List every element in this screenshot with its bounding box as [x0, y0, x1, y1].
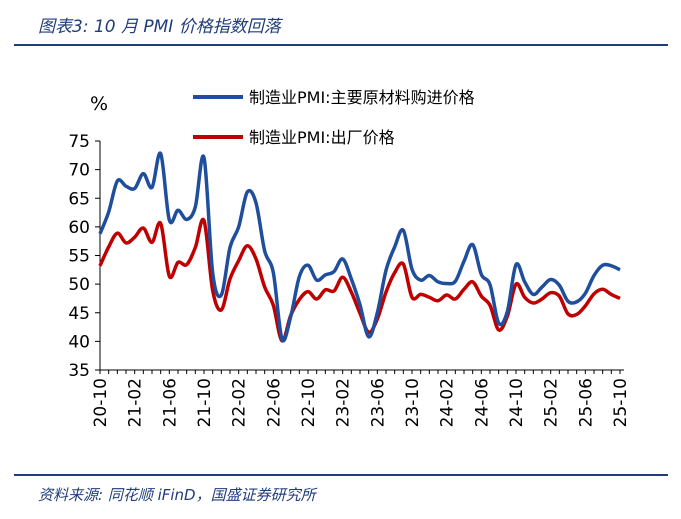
x-tick-label: 21-06	[160, 378, 180, 427]
x-tick-label: 24-06	[472, 378, 492, 427]
y-tick-label: 65	[68, 189, 90, 209]
x-tick-label: 24-02	[438, 378, 458, 427]
x-tick-label: 23-10	[403, 378, 423, 427]
legend-label-input-price: 制造业PMI:主要原材料购进价格	[249, 88, 475, 107]
x-tick-label: 21-10	[195, 378, 215, 427]
y-tick-label: 50	[68, 275, 90, 295]
x-tick-label: 22-10	[299, 378, 319, 427]
x-tick-label: 22-06	[264, 378, 284, 427]
x-tick-label: 20-10	[91, 378, 111, 427]
x-tick-label: 23-06	[368, 378, 388, 427]
x-tick-label: 21-02	[126, 378, 146, 427]
source-note: 资料来源: 同花顺 iFinD，国盛证券研究所	[38, 486, 316, 504]
bottom-rule	[14, 474, 668, 476]
x-tick-label: 25-06	[576, 378, 596, 427]
legend: 制造业PMI:主要原材料购进价格 制造业PMI:出厂价格	[193, 88, 475, 147]
y-axis-unit: %	[90, 93, 108, 115]
y-tick-label: 70	[68, 161, 90, 181]
x-tick-label: 22-02	[230, 378, 250, 427]
x-tick-label: 24-10	[507, 378, 527, 427]
y-tick-label: 55	[68, 247, 90, 267]
y-tick-label: 45	[68, 304, 90, 324]
figure-title: 图表3: 10 月 PMI 价格指数回落	[38, 17, 281, 37]
legend-label-output-price: 制造业PMI:出厂价格	[249, 128, 395, 147]
x-tick-label: 25-02	[542, 378, 562, 427]
y-tick-label: 35	[68, 361, 90, 381]
y-tick-label: 40	[68, 332, 90, 352]
y-tick-label: 60	[68, 218, 90, 238]
x-tick-label: 25-10	[611, 378, 631, 427]
top-rule	[14, 44, 668, 46]
x-tick-label: 23-02	[334, 378, 354, 427]
series-output-price-line	[98, 217, 621, 343]
series-input-price-line	[98, 151, 621, 343]
y-tick-label: 75	[68, 132, 90, 152]
